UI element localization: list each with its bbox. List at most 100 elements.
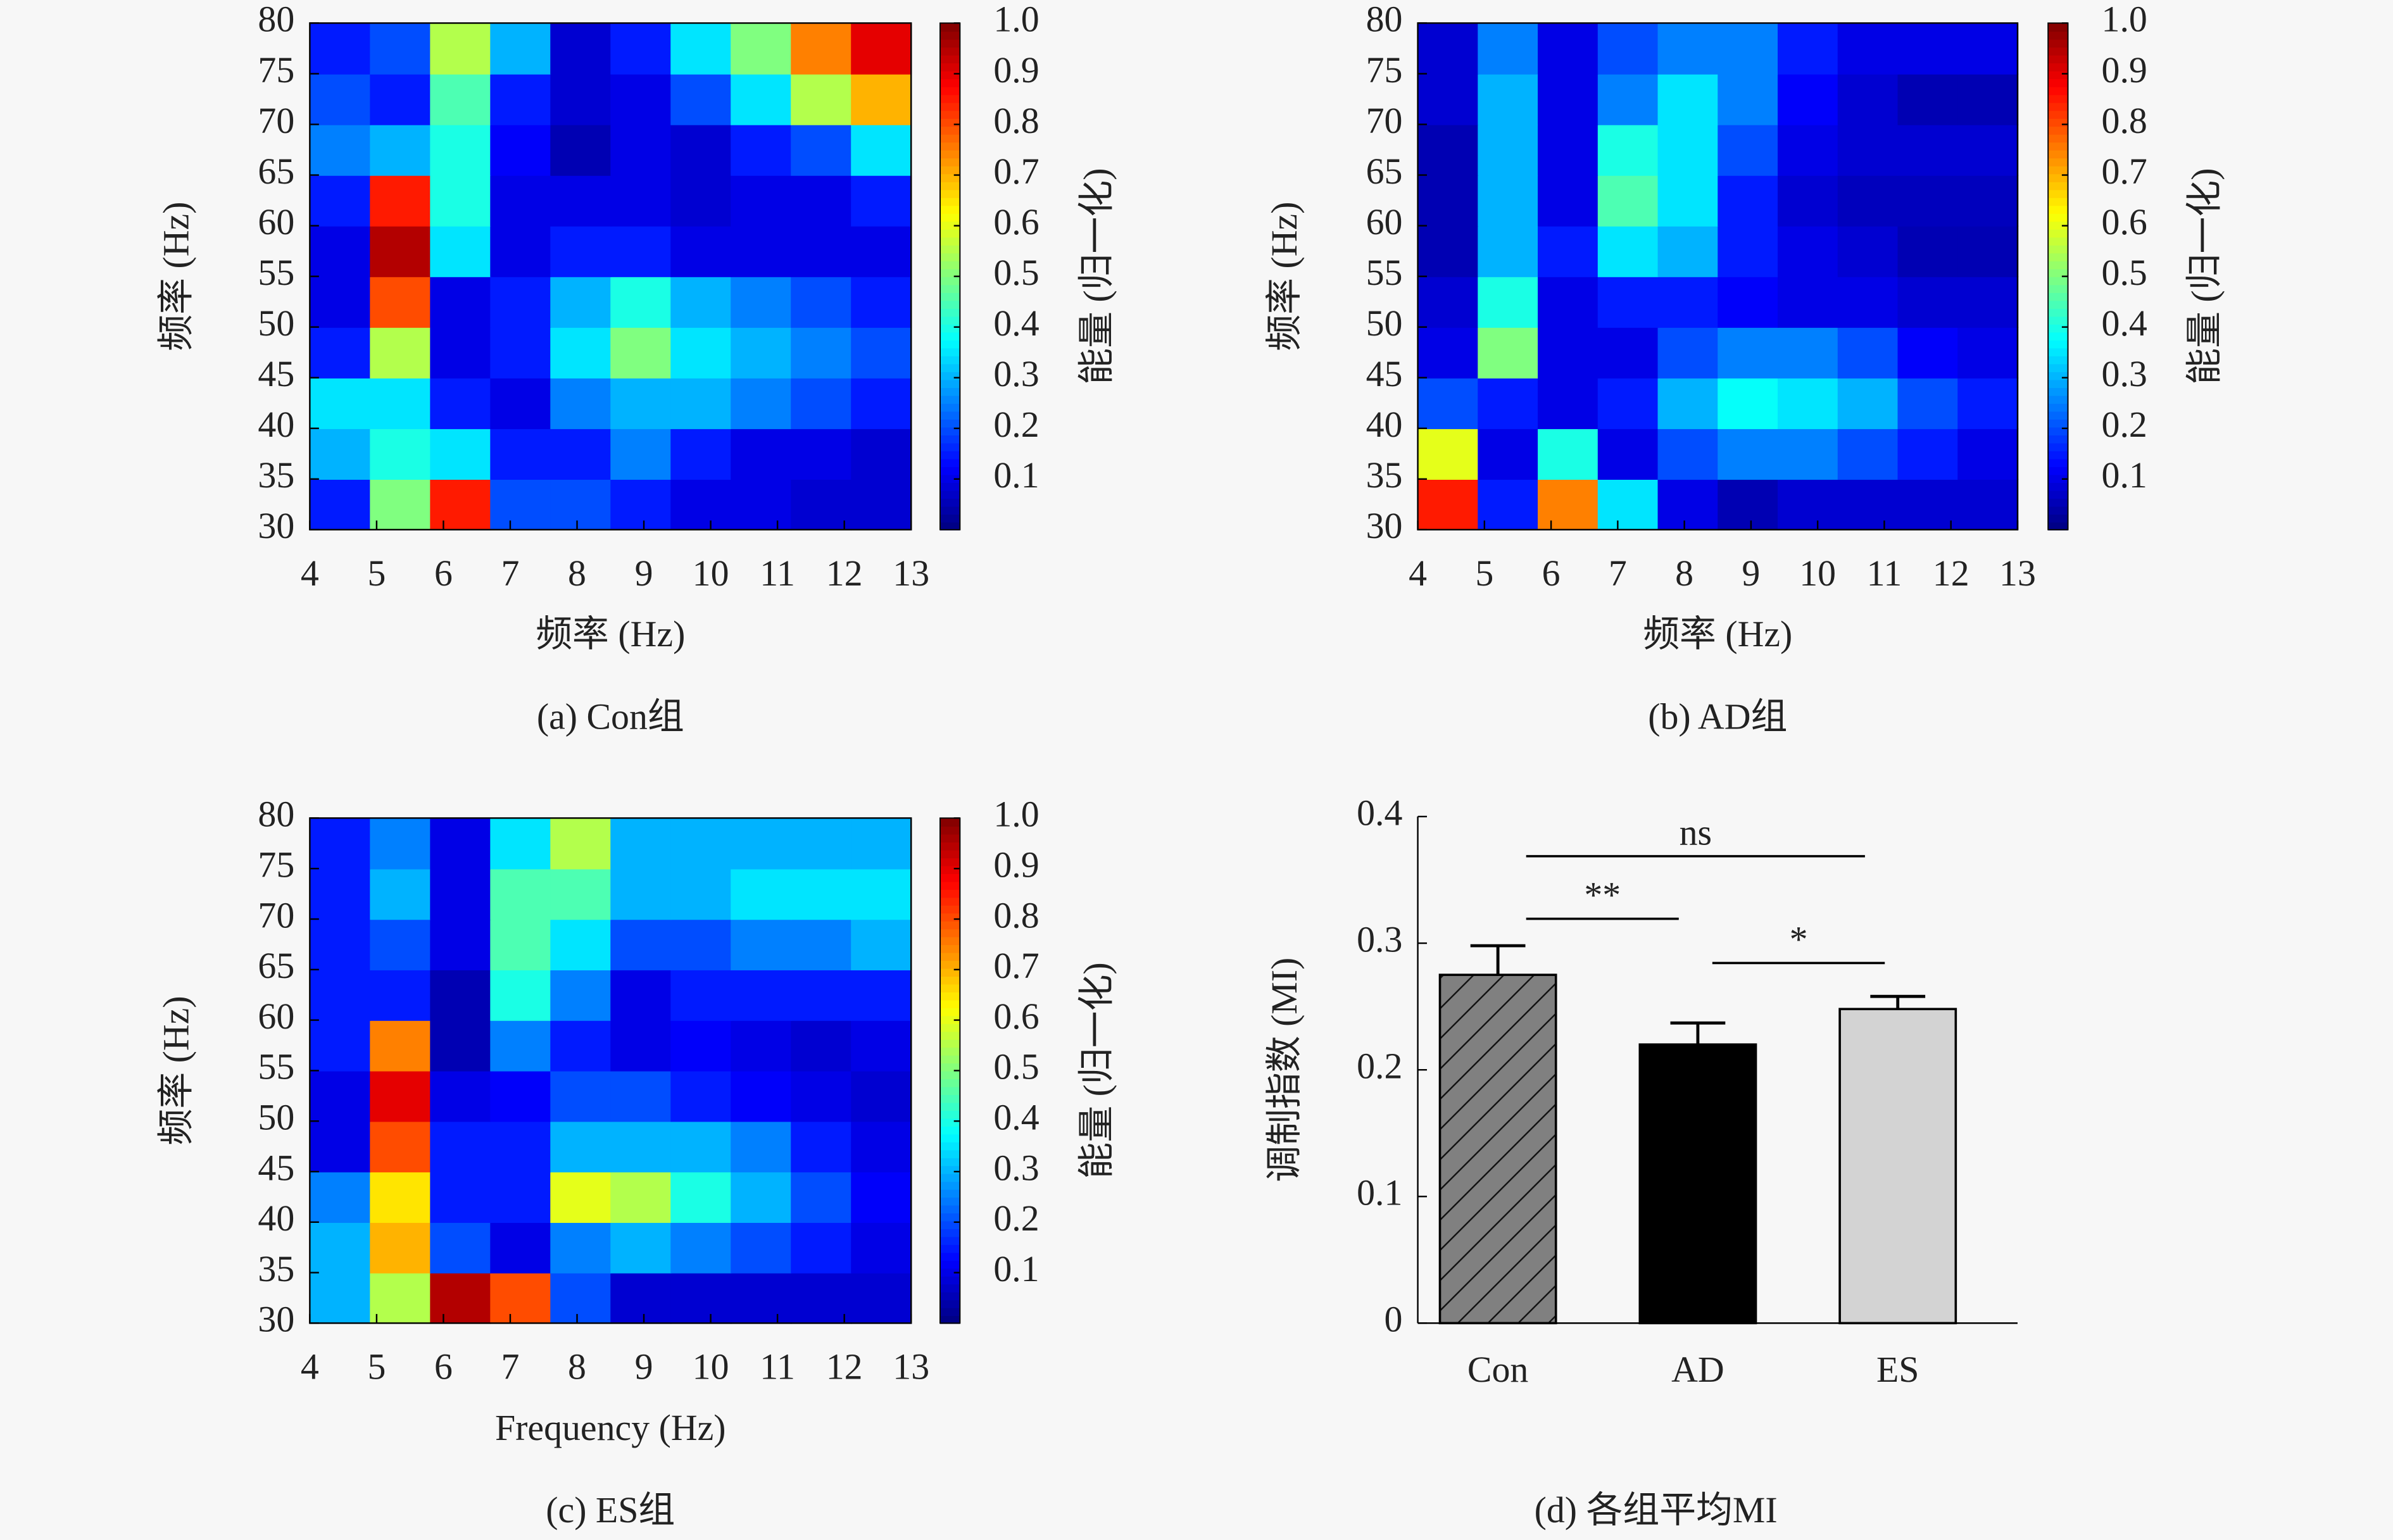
heatmap-cell <box>1417 124 1479 176</box>
y-tick-label: 45 <box>258 353 294 394</box>
colorbar-step <box>940 825 960 835</box>
heatmap-cell <box>851 327 912 379</box>
colorbar-step <box>940 102 960 111</box>
heatmap-cell <box>1837 479 1899 531</box>
heatmap-cell <box>1778 377 1838 429</box>
heatmap-cell <box>610 479 672 531</box>
colorbar-step <box>940 1149 960 1158</box>
colorbar-step <box>940 1212 960 1222</box>
colorbar-step <box>940 323 960 333</box>
colorbar-step <box>2048 102 2068 111</box>
heatmap-cell <box>370 1121 431 1173</box>
colorbar-step <box>940 991 960 1001</box>
heatmap-cell <box>310 1172 371 1223</box>
heatmap-cell <box>731 1172 792 1223</box>
heatmap-cell <box>851 1222 912 1274</box>
heatmap-cell <box>670 124 732 176</box>
colorbar-step <box>940 498 960 507</box>
heatmap-cell <box>1657 175 1719 227</box>
colorbar-step <box>940 1260 960 1269</box>
colorbar-step <box>940 849 960 858</box>
colorbar-step <box>940 944 960 953</box>
colorbar-step <box>2048 110 2068 119</box>
colorbar-tick-label: 1.0 <box>2102 0 2147 40</box>
heatmap-cell <box>1538 73 1598 125</box>
x-tick-label: 5 <box>367 553 386 594</box>
colorbar-step <box>940 30 960 40</box>
colorbar-step <box>940 276 960 285</box>
heatmap-cell <box>310 1222 371 1274</box>
heatmap-cell <box>490 124 551 176</box>
colorbar-step <box>940 889 960 898</box>
heatmap-cell <box>310 1272 371 1324</box>
heatmap-cell <box>1478 377 1539 429</box>
heatmap-cell <box>670 1070 732 1122</box>
heatmap-cell <box>550 73 612 125</box>
colorbar-tick-label: 0.3 <box>993 353 1039 394</box>
colorbar-step <box>940 1039 960 1048</box>
heatmap-cell <box>430 1121 491 1173</box>
heatmap-cell <box>370 919 431 971</box>
x-tick-label: 5 <box>1475 553 1493 594</box>
colorbar-step <box>940 506 960 515</box>
colorbar-step <box>940 1094 960 1103</box>
heatmap-cell <box>791 327 852 379</box>
x-tick-label: 10 <box>1799 553 1836 594</box>
heatmap-cell <box>851 73 912 125</box>
heatmap-cell <box>430 23 491 75</box>
heatmap-cell <box>670 1020 732 1072</box>
bar <box>1438 973 1557 1325</box>
colorbar-step <box>940 1284 960 1293</box>
colorbar-step <box>940 379 960 388</box>
heatmap-cell <box>1478 175 1539 227</box>
x-tick-label: 7 <box>501 553 520 594</box>
heatmap-cell <box>550 818 612 870</box>
x-axis-label: 频率 (Hz) <box>1643 613 1792 654</box>
colorbar-step <box>940 165 960 175</box>
colorbar-step <box>2048 458 2068 467</box>
colorbar-step <box>940 268 960 277</box>
colorbar-step <box>940 149 960 159</box>
heatmap-cell <box>791 124 852 176</box>
heatmap-cell <box>731 327 792 379</box>
heatmap-cell <box>310 868 371 920</box>
colorbar-step <box>940 897 960 906</box>
colorbar-step <box>940 466 960 475</box>
colorbar-step <box>940 213 960 222</box>
heatmap-cell <box>1897 175 1959 227</box>
x-axis-label: 频率 (Hz) <box>536 613 685 654</box>
colorbar-step <box>940 205 960 214</box>
heatmap-cell <box>1417 428 1479 480</box>
heatmap-cell <box>490 818 551 870</box>
heatmap-cell <box>791 919 852 971</box>
heatmap-cell <box>670 428 732 480</box>
heatmap-cell <box>310 225 371 277</box>
y-tick-label: 55 <box>1366 252 1403 293</box>
colorbar-tick-label: 0.7 <box>993 151 1039 192</box>
heatmap-cell <box>310 175 371 227</box>
colorbar-step <box>940 1055 960 1064</box>
heatmap-cell <box>610 175 672 227</box>
y-tick-label: 35 <box>258 454 294 496</box>
colorbar-step <box>2048 474 2068 483</box>
colorbar-step <box>940 1078 960 1087</box>
heatmap-cell <box>670 377 732 429</box>
heatmap-cell <box>370 225 431 277</box>
heatmap-cell <box>370 818 431 870</box>
colorbar-step <box>2048 54 2068 64</box>
colorbar-step <box>940 1180 960 1190</box>
colorbar-tick-label: 1.0 <box>993 794 1039 835</box>
colorbar-step <box>2048 284 2068 293</box>
colorbar-step <box>940 1157 960 1167</box>
colorbar-step <box>940 23 960 32</box>
colorbar-tick-label: 0.2 <box>2102 404 2147 445</box>
heatmap-cell <box>370 868 431 920</box>
colorbar-step <box>940 482 960 491</box>
colorbar-step <box>940 411 960 420</box>
heatmap-cell <box>791 23 852 75</box>
colorbar-step <box>2048 418 2068 428</box>
colorbar-step <box>2048 149 2068 159</box>
heatmap-cell <box>490 175 551 227</box>
y-tick-label: 45 <box>1366 353 1403 394</box>
